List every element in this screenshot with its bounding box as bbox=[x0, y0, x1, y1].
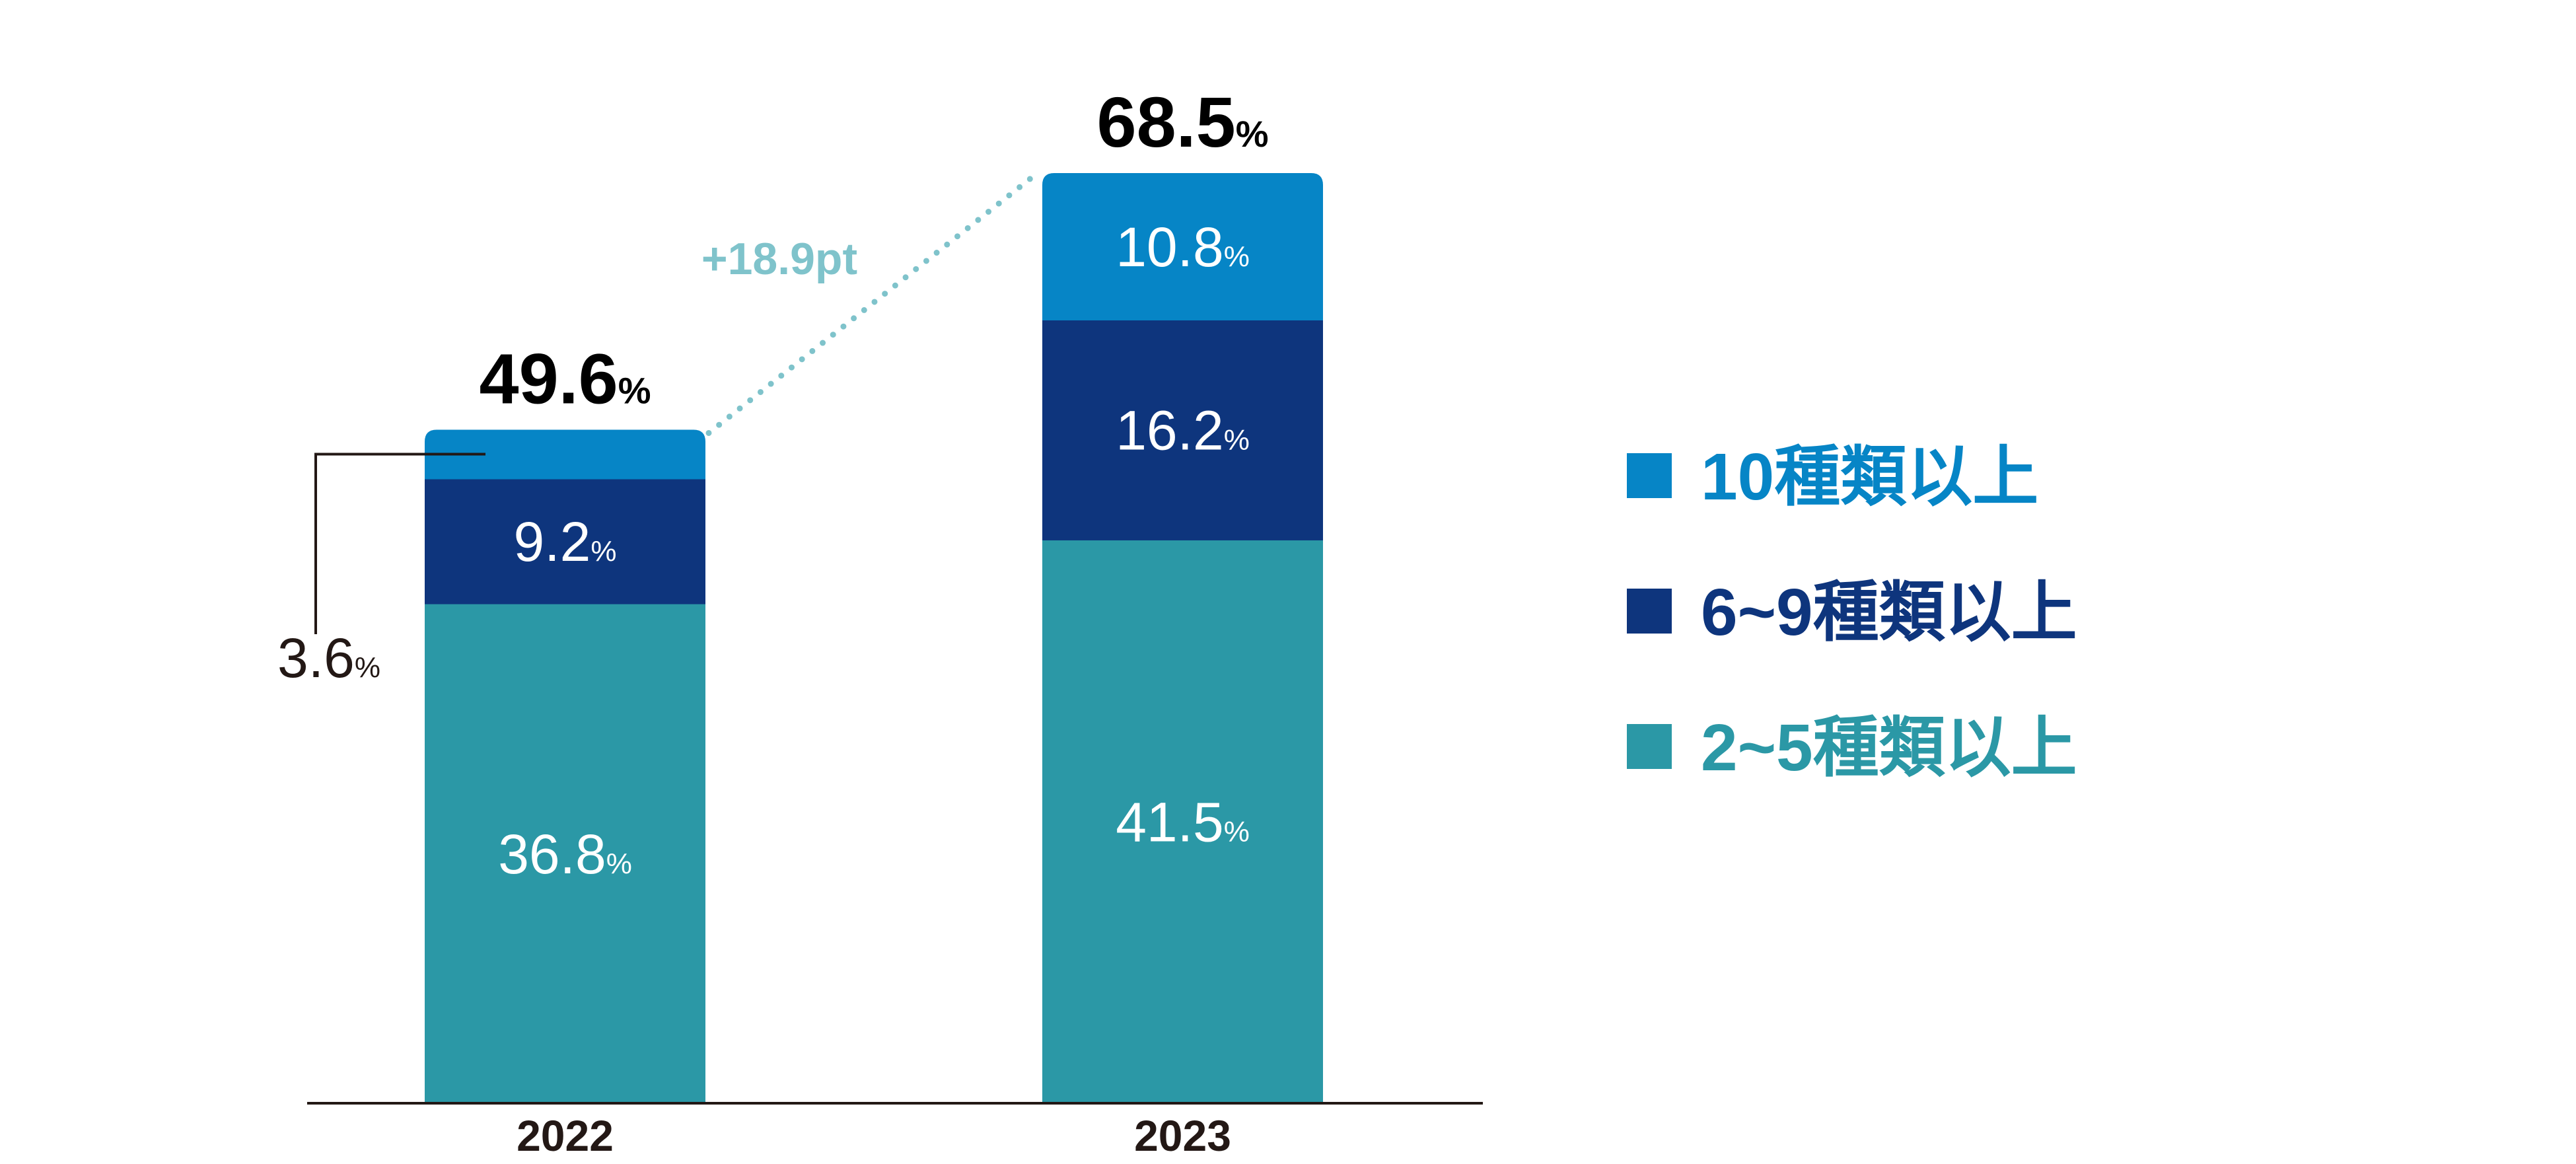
legend-label-2: 2~5種類以上 bbox=[1701, 711, 2077, 785]
legend-swatch-1 bbox=[1627, 589, 1672, 634]
total-label-2023: 68.5% bbox=[1097, 82, 1269, 162]
legend-item-0: 10種類以上 bbox=[1627, 440, 2038, 514]
value-label-2022-1: 9.2% bbox=[514, 511, 617, 573]
legend-item-1: 6~9種類以上 bbox=[1627, 575, 2077, 649]
bar-segment-2023-1 bbox=[1042, 319, 1323, 540]
delta-label: +18.9pt bbox=[701, 234, 857, 284]
bar-segment-2022-0 bbox=[425, 603, 705, 1103]
legend: 10種類以上 6~9種類以上 2~5種類以上 bbox=[1627, 440, 2077, 785]
total-label-2022: 49.6% bbox=[480, 338, 651, 418]
legend-swatch-2 bbox=[1627, 724, 1672, 769]
bar-segment-2023-2 bbox=[1042, 173, 1323, 320]
legend-swatch-0 bbox=[1627, 453, 1672, 498]
bar-segment-2023-0 bbox=[1042, 539, 1323, 1103]
x-tick-2022: 2022 bbox=[517, 1111, 614, 1160]
value-label-2023-1: 16.2% bbox=[1116, 399, 1250, 461]
callout-line-2022-ten-plus bbox=[314, 453, 485, 634]
delta-connector bbox=[705, 171, 1039, 436]
legend-item-2: 2~5種類以上 bbox=[1627, 711, 2077, 785]
x-tick-2023: 2023 bbox=[1134, 1111, 1231, 1160]
labels-layer: 36.8% 9.2% 49.6% 41.5% 16.2% 10.8% 68.5% bbox=[480, 82, 1269, 885]
bar-2023 bbox=[1042, 173, 1323, 1103]
value-label-2023-0: 41.5% bbox=[1116, 791, 1250, 853]
bar-2022 bbox=[425, 429, 705, 1103]
x-tick-labels: 2022 2023 bbox=[517, 1111, 1231, 1160]
annotations-layer: 3.6% +18.9pt bbox=[277, 171, 1039, 689]
value-label-2022-0: 36.8% bbox=[498, 823, 632, 885]
value-label-2023-2: 10.8% bbox=[1116, 216, 1250, 278]
legend-label-0: 10種類以上 bbox=[1701, 440, 2038, 514]
bar-segment-2022-1 bbox=[425, 478, 705, 604]
legend-label-1: 6~9種類以上 bbox=[1701, 575, 2077, 649]
bars-layer bbox=[425, 173, 1323, 1103]
value-label-2022-2: 3.6% bbox=[277, 627, 380, 689]
